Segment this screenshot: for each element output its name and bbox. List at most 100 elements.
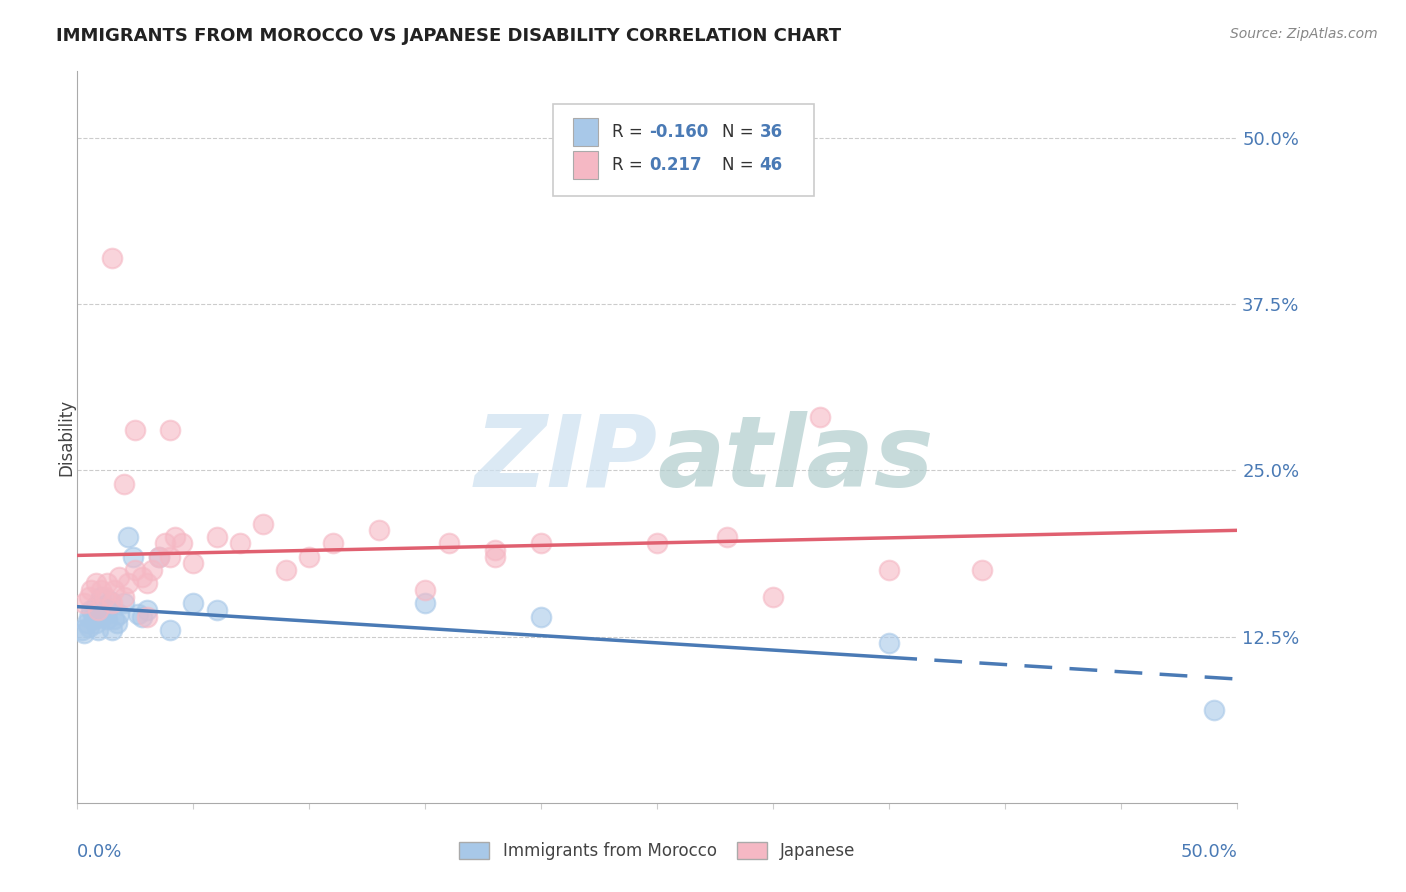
Text: N =: N =: [723, 123, 759, 141]
Point: [77, 620, 100, 634]
Point: [83, 612, 105, 626]
Point: [135, 609, 157, 624]
Point: [808, 410, 831, 425]
Point: [321, 536, 344, 550]
Point: [90, 590, 111, 604]
Point: [77, 609, 100, 624]
Text: Source: ZipAtlas.com: Source: ZipAtlas.com: [1230, 27, 1378, 41]
Point: [413, 596, 436, 610]
Point: [148, 549, 170, 564]
Text: 0.0%: 0.0%: [77, 843, 122, 861]
Point: [484, 549, 506, 564]
Text: 0.217: 0.217: [650, 156, 702, 174]
Point: [112, 590, 135, 604]
Point: [135, 576, 157, 591]
Point: [298, 549, 321, 564]
Point: [84, 599, 107, 613]
Bar: [572, 151, 598, 179]
Point: [101, 251, 124, 265]
Text: 36: 36: [759, 123, 783, 141]
Point: [112, 476, 135, 491]
Point: [716, 530, 738, 544]
Point: [1202, 703, 1225, 717]
Point: [87, 623, 110, 637]
Point: [108, 607, 131, 621]
Point: [124, 563, 146, 577]
Point: [98, 593, 121, 607]
Point: [877, 563, 901, 577]
Text: N =: N =: [723, 156, 759, 174]
Point: [70, 623, 93, 637]
Point: [159, 623, 181, 637]
Point: [124, 424, 146, 438]
Point: [368, 523, 391, 537]
Point: [105, 616, 128, 631]
Point: [96, 576, 118, 591]
Point: [530, 609, 553, 624]
Text: atlas: atlas: [658, 410, 934, 508]
Point: [762, 590, 785, 604]
Point: [148, 549, 170, 564]
Point: [159, 549, 181, 564]
Text: ZIP: ZIP: [474, 410, 658, 508]
Point: [83, 607, 105, 621]
Text: R =: R =: [612, 123, 648, 141]
Point: [101, 596, 124, 610]
Point: [163, 530, 186, 544]
Point: [108, 570, 131, 584]
Point: [87, 603, 110, 617]
Point: [877, 636, 901, 650]
FancyBboxPatch shape: [553, 104, 814, 195]
Point: [252, 516, 274, 531]
Point: [205, 530, 228, 544]
Point: [484, 543, 506, 558]
Text: R =: R =: [612, 156, 654, 174]
Point: [117, 576, 139, 591]
Point: [73, 596, 96, 610]
Point: [131, 570, 153, 584]
Y-axis label: Disability: Disability: [58, 399, 75, 475]
Point: [96, 603, 118, 617]
Point: [103, 582, 125, 597]
Point: [117, 530, 139, 544]
Point: [205, 603, 228, 617]
Point: [84, 576, 107, 591]
Point: [122, 549, 145, 564]
Point: [76, 616, 98, 631]
Point: [228, 536, 252, 550]
Point: [183, 557, 205, 571]
Point: [90, 582, 111, 597]
Point: [101, 623, 124, 637]
Point: [647, 536, 669, 550]
Point: [530, 536, 553, 550]
Point: [131, 609, 153, 624]
Text: 46: 46: [759, 156, 783, 174]
Point: [80, 603, 103, 617]
Point: [84, 616, 107, 631]
Point: [159, 424, 181, 438]
Point: [127, 607, 149, 621]
Point: [135, 603, 157, 617]
Point: [94, 607, 117, 621]
Point: [80, 582, 103, 597]
Bar: [572, 118, 598, 146]
Point: [155, 536, 177, 550]
Point: [972, 563, 994, 577]
Point: [91, 599, 114, 613]
Point: [170, 536, 193, 550]
Text: -0.160: -0.160: [650, 123, 709, 141]
Point: [77, 590, 100, 604]
Point: [90, 609, 111, 624]
Point: [274, 563, 298, 577]
Legend: Immigrants from Morocco, Japanese: Immigrants from Morocco, Japanese: [460, 842, 855, 860]
Point: [103, 612, 125, 626]
Point: [94, 590, 117, 604]
Text: 50.0%: 50.0%: [1181, 843, 1237, 861]
Point: [183, 596, 205, 610]
Point: [96, 612, 118, 626]
Point: [141, 563, 163, 577]
Point: [437, 536, 460, 550]
Text: IMMIGRANTS FROM MOROCCO VS JAPANESE DISABILITY CORRELATION CHART: IMMIGRANTS FROM MOROCCO VS JAPANESE DISA…: [56, 27, 841, 45]
Point: [73, 625, 96, 640]
Point: [413, 582, 436, 597]
